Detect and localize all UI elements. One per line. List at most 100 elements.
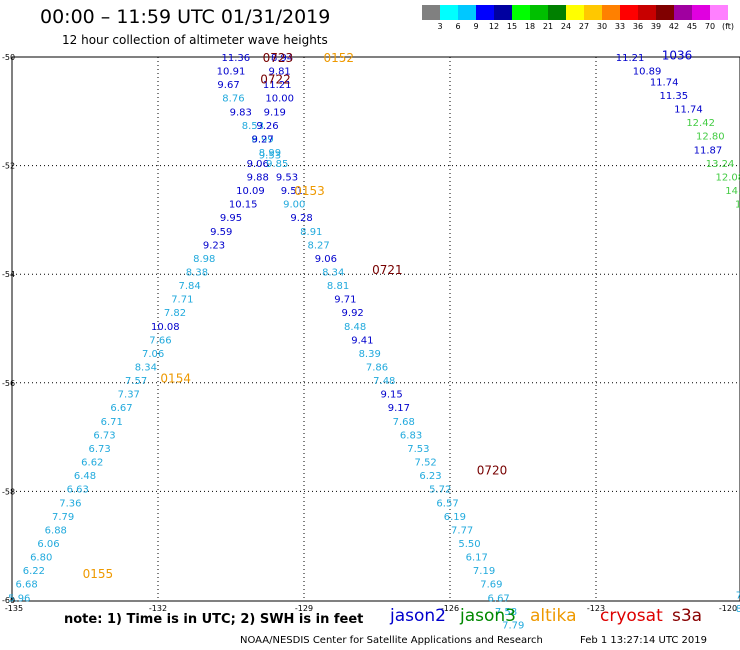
- swh-value: 6.73: [93, 430, 115, 441]
- swh-value: 9.00: [283, 200, 305, 211]
- swh-value: 6.73: [88, 444, 110, 455]
- lat-tick-label: -52: [2, 162, 15, 171]
- lat-tick-label: -58: [2, 487, 15, 496]
- swh-value: 5.50: [458, 539, 480, 550]
- legend-tick-label: (ft): [721, 22, 735, 31]
- swh-value: 8.34: [135, 363, 157, 374]
- swh-value: 6.67: [110, 403, 132, 414]
- swh-value: 6.80: [30, 553, 52, 564]
- legend-swatch: [458, 5, 476, 20]
- swh-value: 11.35: [660, 91, 689, 102]
- legend-tick-label: 42: [668, 22, 680, 31]
- swh-value: 8.38: [186, 267, 208, 278]
- swh-value: 11.21: [616, 53, 645, 64]
- swh-value: 8.34: [322, 267, 344, 278]
- swh-value: 9.53: [276, 172, 298, 183]
- pass-time-label: 0154: [160, 371, 191, 385]
- legend-swatch: [584, 5, 602, 20]
- swh-value: 5.96: [8, 593, 30, 604]
- legend-labels: 3 6 9 12 15 18 21 24 27 30 33 36 39 42 45 70 (ft): [422, 20, 740, 32]
- swh-value: 9.15: [380, 390, 402, 401]
- lat-tick-label: -56: [2, 379, 15, 388]
- swh-value: 6.63: [67, 485, 89, 496]
- swh-value: 7.79: [52, 512, 74, 523]
- legend-tick-label: 24: [560, 22, 572, 31]
- legend-tick-label: 18: [524, 22, 536, 31]
- legend-tick-label: 70: [704, 22, 716, 31]
- swh-value: 9.59: [210, 227, 232, 238]
- swh-value: 5.72: [429, 485, 451, 496]
- swh-value: 8.76: [222, 94, 244, 105]
- pass-time-label: 0153: [294, 184, 325, 198]
- pass-time-label: 0722: [260, 73, 291, 87]
- swh-value: 7.36: [59, 498, 81, 509]
- swh-value: 9.06: [247, 159, 269, 170]
- axis-tick-labels: -135 -132 -129 -126 -123 -120 -50 -52 -54 -56 -58 -…: [2, 53, 737, 613]
- swh-value: 10.08: [151, 322, 180, 333]
- legend-swatch: [476, 5, 494, 20]
- swh-value: 6.88: [45, 525, 67, 536]
- lon-tick-label: -129: [295, 604, 313, 613]
- legend-tick-label: 9: [473, 22, 479, 31]
- swh-value: 9.06: [315, 254, 337, 265]
- swh-value: 9.28: [290, 213, 312, 224]
- lat-tick-label: -60: [2, 596, 15, 605]
- swh-value: 9.67: [217, 80, 239, 91]
- legend-s3a: s3a: [672, 606, 703, 626]
- swh-value: 11.36: [222, 53, 251, 64]
- swh-value: 7.69: [480, 580, 502, 591]
- swh-value: 7.66: [149, 335, 171, 346]
- swh-value: 9.17: [388, 403, 410, 414]
- legend-swatch: [602, 5, 620, 20]
- legend-tick-label: 45: [686, 22, 698, 31]
- legend-swatch: [692, 5, 710, 20]
- lon-tick-label: -132: [149, 604, 167, 613]
- swh-value: 10.00: [265, 94, 294, 105]
- legend-tick-label: 27: [578, 22, 590, 31]
- swh-value: 10.15: [229, 200, 258, 211]
- swh-value: 9.71: [334, 295, 356, 306]
- pass-times: 0723 0152 0722 0153 0721 0154 0720 0155 1036: [83, 48, 693, 581]
- map-subtitle: 12 hour collection of altimeter wave hei…: [62, 33, 328, 47]
- lon-tick-label: -120: [719, 604, 737, 613]
- lon-tick-label: -123: [587, 604, 605, 613]
- swh-value: 7.86: [366, 363, 388, 374]
- lon-tick-label: -135: [5, 604, 23, 613]
- swh-value: 6.57: [436, 498, 458, 509]
- swh-value: 8.99: [252, 134, 274, 145]
- swh-value: 9.27: [252, 134, 274, 145]
- legend-altika: altika: [530, 606, 577, 626]
- legend-swatch: [638, 5, 656, 20]
- legend-swatch: [422, 5, 440, 20]
- map-title: 00:00 – 11:59 UTC 01/31/2019: [40, 6, 331, 28]
- swh-value: 12.08: [716, 172, 740, 183]
- swh-value: 6.17: [466, 553, 488, 564]
- legend-tick-label: 36: [632, 22, 644, 31]
- swh-value: 8.48: [344, 322, 366, 333]
- swh-value: 11.74: [674, 105, 703, 116]
- swh-value: 9.41: [351, 335, 373, 346]
- swh-value: 8.94: [271, 53, 293, 64]
- swh-values: 11.3610.919.678.769.838.538.998.999.069.…: [8, 53, 740, 631]
- swh-value: 14.14: [725, 186, 740, 197]
- swh-value: 8.81: [327, 281, 349, 292]
- swh-value: 6.23: [419, 471, 441, 482]
- swh-value: 7.79: [502, 620, 524, 631]
- swh-value: 6.06: [37, 539, 59, 550]
- swh-value: 9.95: [220, 213, 242, 224]
- color-legend: 3 6 9 12 15 18 21 24 27 30 33 36 39 42 45 70 (ft): [422, 5, 740, 32]
- legend-tick-label: 33: [614, 22, 626, 31]
- swh-value: 10.09: [236, 186, 265, 197]
- legend-jason2: jason2: [390, 606, 446, 626]
- swh-value: 12.80: [696, 132, 725, 143]
- swh-value: 9.23: [203, 240, 225, 251]
- swh-value: 13.86: [735, 200, 740, 211]
- legend-swatch: [710, 5, 728, 20]
- swh-value: 9.88: [247, 172, 269, 183]
- lon-tick-label: -126: [441, 604, 459, 613]
- legend-tick-label: 21: [542, 22, 554, 31]
- pass-time-label: 0720: [477, 464, 508, 478]
- legend-swatch: [728, 5, 740, 20]
- legend-swatch: [674, 5, 692, 20]
